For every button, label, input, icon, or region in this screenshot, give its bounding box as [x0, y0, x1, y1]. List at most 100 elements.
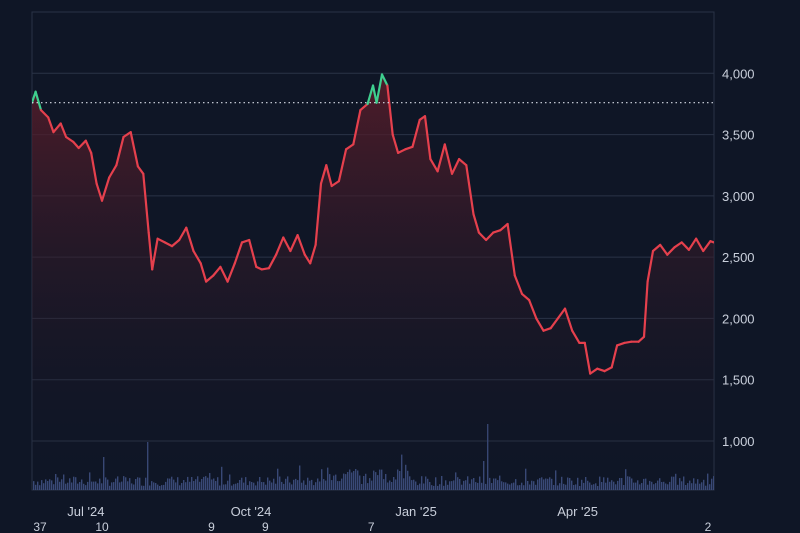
price-line-segment: [535, 317, 545, 332]
price-line-segment: [90, 151, 98, 185]
price-line-segment: [260, 267, 270, 271]
price-line-segment: [289, 234, 299, 253]
price-line-segment: [465, 164, 475, 216]
price-line-segment: [386, 84, 394, 136]
x-tick-label: Apr '25: [557, 504, 598, 519]
y-tick-label: 1,000: [722, 434, 755, 449]
price-line-segment: [450, 158, 461, 175]
price-line-segment: [680, 241, 691, 251]
y-axis-ticks: 4,000 3,500 3,000 2,500 2,000 1,500 1,000: [722, 66, 755, 449]
price-line-segment: [694, 237, 705, 253]
price-line-segment: [709, 240, 714, 244]
price-line-segment: [659, 243, 669, 256]
price-line-segment: [411, 118, 421, 148]
price-line-segment: [219, 265, 229, 283]
price-line-segment: [549, 317, 560, 330]
price-line-segment: [610, 344, 619, 369]
price-line-segment: [178, 226, 188, 242]
x-sub-label: 2: [705, 520, 712, 533]
price-line-segment: [142, 172, 150, 234]
price-line-segment: [603, 366, 613, 373]
price-line-segment: [84, 139, 93, 154]
price-line-segment: [477, 231, 488, 242]
price-line-segment: [352, 108, 362, 146]
price-line-segment: [34, 90, 43, 112]
price-line-segment: [151, 237, 159, 271]
y-tick-label: 3,500: [722, 128, 755, 143]
price-line-segment: [391, 133, 400, 154]
price-line-segment: [429, 158, 439, 173]
price-line-segment: [314, 182, 323, 246]
price-line-segment: [556, 307, 567, 320]
price-area: [32, 74, 714, 490]
price-line-segment: [163, 241, 174, 248]
price-line-segment: [623, 340, 633, 344]
price-line-segment: [325, 164, 333, 188]
price-line-segment: [397, 148, 407, 154]
x-tick-label: Jul '24: [67, 504, 104, 519]
price-line-segment: [282, 236, 292, 253]
price-line-segment: [458, 158, 468, 167]
price-line-segment: [330, 180, 340, 188]
price-line-segment: [345, 143, 355, 151]
price-line-segment: [95, 182, 104, 202]
price-line-segment: [673, 241, 683, 249]
price-line-segment: [296, 234, 306, 256]
price-line-segment: [527, 298, 538, 320]
x-sub-label: 9: [208, 520, 215, 533]
price-line-segment: [615, 341, 626, 347]
price-line-segment: [337, 148, 348, 183]
price-line-segment: [542, 327, 552, 332]
price-line-segment: [380, 73, 389, 87]
y-tick-label: 4,000: [722, 66, 755, 81]
price-line-segment: [520, 292, 531, 302]
price-area-fill: [32, 74, 714, 490]
price-line: [32, 73, 714, 375]
price-line-segment: [108, 164, 118, 179]
price-line-segment: [485, 231, 495, 242]
price-line-segment: [583, 341, 592, 375]
x-sub-label: 37: [33, 520, 47, 533]
price-line-segment: [248, 238, 258, 268]
y-tick-label: 3,000: [722, 189, 755, 204]
price-line-segment: [77, 139, 87, 150]
price-line-segment: [596, 367, 606, 373]
price-line-segment: [436, 143, 446, 173]
price-line-segment: [156, 237, 166, 244]
price-line-segment: [303, 253, 312, 265]
y-tick-label: 1,500: [722, 373, 755, 388]
price-line-segment: [443, 143, 454, 175]
price-line-segment: [423, 115, 432, 161]
price-line-segment: [589, 367, 599, 375]
price-line-segment: [205, 274, 215, 283]
price-line-segment: [212, 265, 222, 277]
y-tick-label: 2,500: [722, 250, 755, 265]
price-line-segment: [100, 176, 111, 202]
price-line-segment: [359, 102, 369, 112]
price-line-segment: [226, 262, 236, 283]
price-line-segment: [513, 274, 524, 295]
price-line-segment: [47, 116, 55, 134]
price-line-segment: [122, 131, 132, 139]
price-line-segment: [472, 213, 480, 234]
price-line-segment: [129, 131, 139, 168]
x-tick-label: Oct '24: [231, 504, 272, 519]
price-line-segment: [651, 243, 662, 253]
price-line-segment: [199, 262, 208, 283]
price-line-segment: [147, 231, 154, 271]
price-line-segment: [404, 145, 414, 151]
price-line-segment: [366, 84, 375, 106]
price-line-segment: [492, 229, 502, 234]
price-line-segment: [499, 222, 509, 232]
price-line-segment: [72, 140, 80, 150]
price-line-segment: [240, 238, 251, 244]
price-line-segment: [309, 243, 317, 265]
x-sub-label: 9: [262, 520, 269, 533]
price-line-segment: [136, 165, 145, 175]
price-line-segment: [39, 108, 50, 119]
price-line-segment: [642, 280, 649, 338]
price-line-segment: [319, 164, 328, 185]
x-tick-label: Jan '25: [395, 504, 437, 519]
price-line-segment: [687, 237, 698, 251]
